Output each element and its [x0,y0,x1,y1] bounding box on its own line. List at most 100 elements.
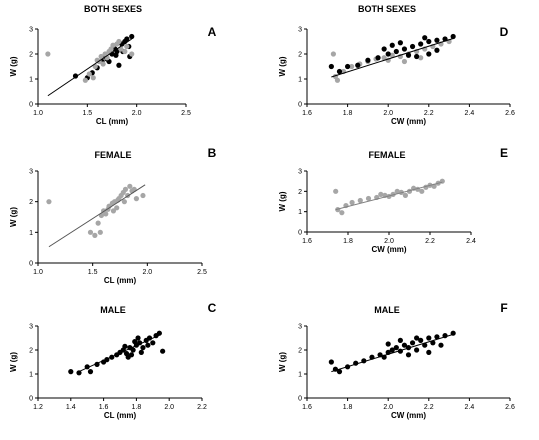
panel-c-y-axis-label: W (g) [9,352,18,372]
panel-a-data-point [106,48,112,55]
panel-c-data-point [145,342,151,348]
panel-d-data-point [389,42,395,48]
panel-c-data-point [122,343,128,349]
panel-d-data-point [397,40,403,46]
panel-c-title: MALE [100,305,126,315]
panel-c-x-tick-label: 1.2 [33,404,43,411]
panel-d-data-point [418,55,424,61]
panel-b-data-point [92,232,98,238]
panel-a-data-point [116,62,122,68]
panel-b-y-tick-label: 3 [29,169,33,176]
panel-e-data-point [419,188,425,194]
panel-d-data-point [381,55,387,61]
panel-c-data-point [150,340,156,346]
panel-a-data-point [124,36,130,42]
panel-f-data-point [414,347,420,353]
panel-b-y-tick-label: 2 [29,199,33,206]
panel-e-data-point [365,195,372,202]
panel-b-x-tick-label: 2.0 [142,269,152,276]
panel-e-data-point [339,210,345,216]
panel-d-data-point [422,35,428,41]
panel-e-data-point [378,191,384,197]
panel-a-x-axis-label: CL (mm) [96,117,129,126]
panel-a-y-tick-label: 1 [29,77,33,84]
panel-c-data-point [128,352,135,358]
panel-d-y-tick-label: 2 [298,52,302,59]
panel-c-data-point [87,369,94,375]
panel-a-data-point [124,43,130,50]
panel-b-data-point [140,192,146,199]
panel-d-data-point [401,58,408,65]
panel-a-y-axis-label: W (g) [9,56,18,76]
panel-f-x-tick-label: 1.8 [343,404,353,411]
panel-d-x-tick-label: 2.2 [424,110,434,117]
panel-e-x-tick-label: 1.6 [302,238,312,245]
panel-d-data-point [334,77,341,83]
panel-b-data-point [133,196,139,202]
panel-d-y-axis-label: W (g) [278,56,287,76]
panel-b-data-point [127,183,133,189]
panel-d-letter: D [500,25,509,39]
panel-c-data-point [130,347,136,353]
panel-c-y-tick-label: 2 [29,348,33,355]
panel-e-x-axis-label: CW (mm) [371,245,406,254]
panel-b-y-tick-label: 0 [29,261,33,268]
panel-e-x-tick-label: 1.8 [343,238,353,245]
panel-d-y-tick-label: 3 [298,27,302,34]
panel-f-data-point [393,345,399,351]
panel-e-data-point [333,188,339,194]
panel-d-x-axis-label: CW (mm) [391,117,426,126]
panel-d-data-point [414,53,420,60]
panel-a-data-point [116,38,122,45]
panel-d-data-point [328,63,334,70]
panel-b-letter: B [208,146,217,160]
panel-e-data-point [394,188,400,194]
panel-a-data-point [86,71,92,77]
panel-f-x-tick-label: 2.0 [383,404,393,411]
panel-d-data-point [409,43,416,50]
panel-c-x-tick-label: 2.2 [197,404,207,411]
panel-c-letter: C [208,301,217,315]
panel-f-x-tick-label: 1.6 [302,404,312,411]
panel-b-data-point [87,229,94,235]
panel-c-data-point [138,349,144,355]
panel-a-y-tick-label: 2 [29,52,33,59]
panel-f-data-point [385,341,391,347]
panel-a-x-tick-label: 1.5 [82,110,92,117]
panel-e-y-tick-label: 2 [298,189,302,196]
panel-e-y-tick-label: 0 [298,230,302,237]
panel-f-y-axis-label: W (g) [278,352,287,372]
panel-a-fit-line [47,38,133,97]
panel-e-title: FEMALE [369,150,406,160]
panel-b-data-point [121,199,127,205]
panel-a-data-point [90,75,96,81]
panel-a-data-point [122,48,128,55]
panel-a-x-tick-label: 1.0 [33,110,43,117]
panel-b-data-point [114,205,120,211]
panel-d-data-point [365,57,371,63]
panel-b-data-point [122,186,129,192]
panel-f-x-tick-label: 2.6 [505,404,515,411]
panel-f-data-point [426,335,432,341]
panel-c-y-tick-label: 1 [29,372,33,379]
panel-f-data-point [434,334,440,340]
panel-c-data-point [135,335,141,341]
panel-f-x-axis-label: CW (mm) [391,411,426,420]
panel-d-data-point [336,68,343,75]
panel-f-x-tick-label: 2.4 [465,404,475,411]
panel-e-letter: E [500,146,508,160]
panel-f-data-point [328,359,334,365]
panel-b-title: FEMALE [95,150,132,160]
panel-c-x-tick-label: 1.6 [99,404,109,411]
panel-f-y-tick-label: 1 [298,372,302,379]
panel-d-data-point [385,51,391,57]
panel-d-data-point [349,63,355,70]
panel-a-data-point [110,42,116,48]
panel-d-data-point [434,47,440,53]
panel-b-data-point [110,208,117,214]
panel-f-letter: F [500,301,507,315]
panel-d-data-point [450,33,456,40]
panel-d-x-tick-label: 2.6 [505,110,515,117]
panel-c-data-point [160,348,166,354]
